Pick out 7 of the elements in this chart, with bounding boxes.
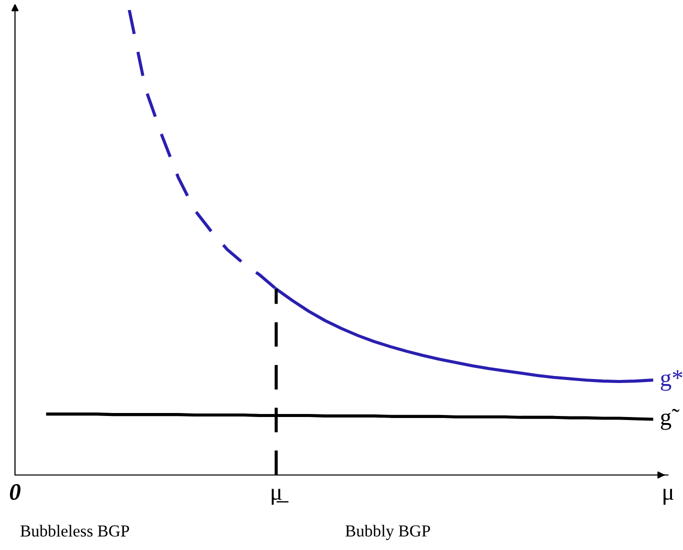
series-label: g̃ [660, 408, 680, 430]
text: Bubbly BGP [345, 524, 430, 540]
text: Bubbleless BGP [20, 524, 130, 537]
x-tick-label: 0 [10, 484, 20, 500]
series-label: g* [660, 370, 682, 391]
x-tick-label: μ [664, 488, 674, 505]
x-tick-label: μ̲ [272, 488, 288, 505]
